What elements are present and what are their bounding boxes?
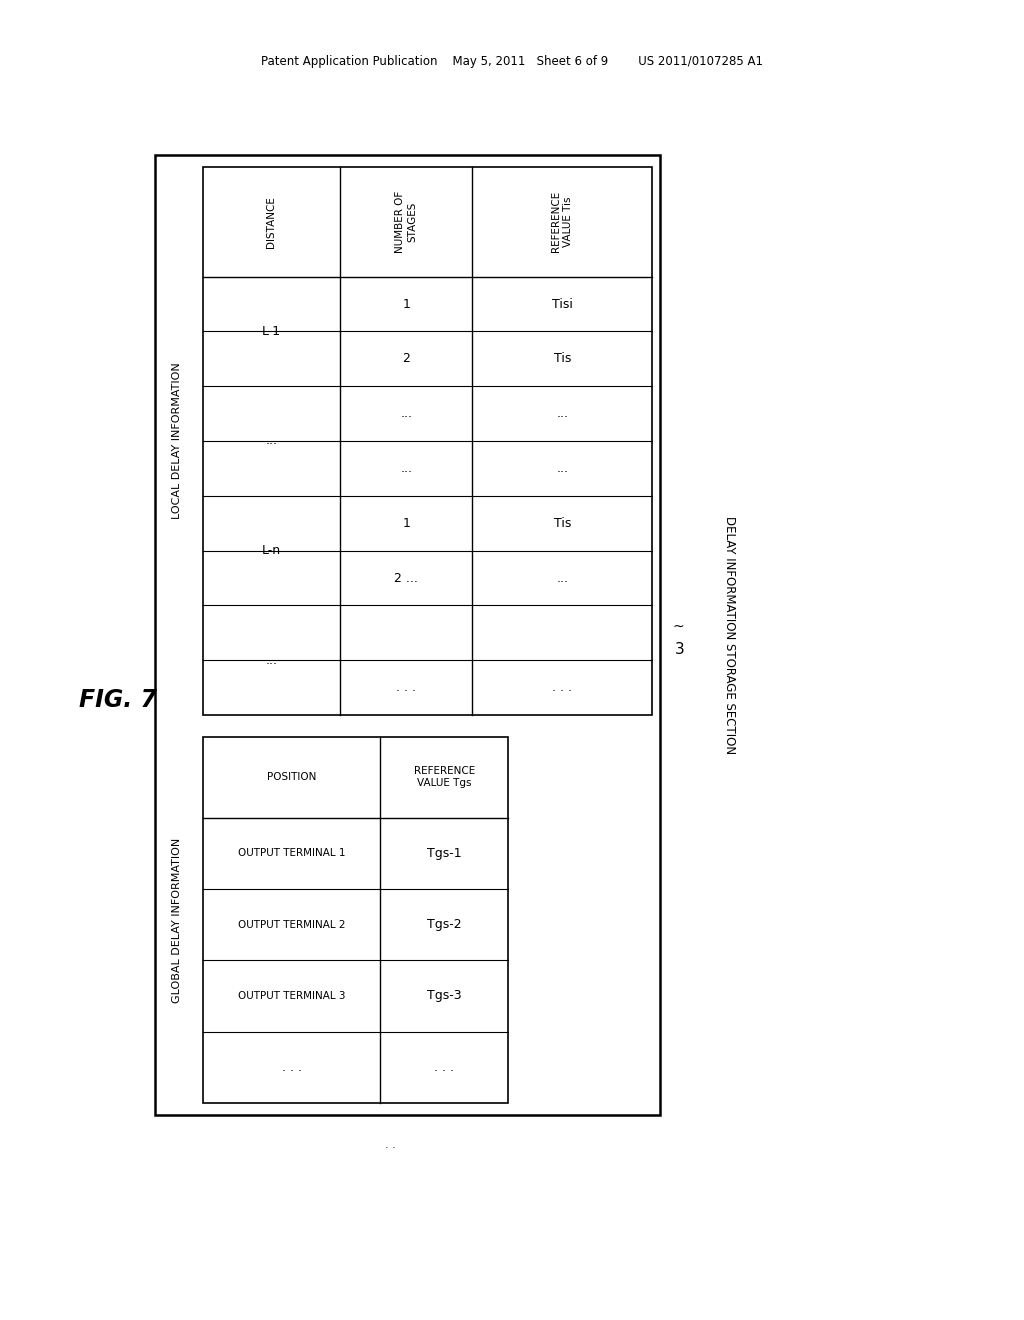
Text: OUTPUT TERMINAL 3: OUTPUT TERMINAL 3 [238,991,345,1001]
Text: Tgs-2: Tgs-2 [427,919,462,931]
Bar [155,154,660,1115]
Text: L-n: L-n [262,544,281,557]
Text: . . .: . . . [434,1061,455,1073]
Text: OUTPUT TERMINAL 1: OUTPUT TERMINAL 1 [238,849,345,858]
Text: GLOBAL DELAY INFORMATION: GLOBAL DELAY INFORMATION [172,837,182,1003]
Text: Tis: Tis [554,516,571,529]
Text: L-1: L-1 [262,325,281,338]
Text: 1: 1 [402,297,410,310]
Text: ...: ... [556,462,568,475]
Bar [203,168,652,715]
Text: Tis: Tis [554,352,571,366]
Text: ...: ... [556,407,568,420]
Text: . . .: . . . [396,681,416,694]
Text: . . .: . . . [552,681,572,694]
Text: Patent Application Publication    May 5, 2011   Sheet 6 of 9        US 2011/0107: Patent Application Publication May 5, 20… [261,55,763,69]
Text: NUMBER OF
STAGES: NUMBER OF STAGES [395,190,417,253]
Text: LOCAL DELAY INFORMATION: LOCAL DELAY INFORMATION [172,363,182,519]
Text: Tgs-1: Tgs-1 [427,846,462,859]
Text: FIG. 7: FIG. 7 [79,688,157,711]
Text: ...: ... [400,462,413,475]
Text: DELAY INFORMATION STORAGE SECTION: DELAY INFORMATION STORAGE SECTION [724,516,736,754]
Text: DISTANCE: DISTANCE [266,195,276,248]
Bar [203,737,508,1104]
Text: 2: 2 [402,352,410,366]
Text: ...: ... [265,434,278,447]
Text: ...: ... [265,653,278,667]
Text: 3: 3 [675,642,685,656]
Text: POSITION: POSITION [267,772,316,783]
Text: REFERENCE
VALUE Tis: REFERENCE VALUE Tis [551,191,573,252]
Text: ...: ... [400,407,413,420]
Text: ...: ... [556,572,568,585]
Text: REFERENCE
VALUE Tgs: REFERENCE VALUE Tgs [414,767,475,788]
Text: Tisi: Tisi [552,297,572,310]
Text: OUTPUT TERMINAL 2: OUTPUT TERMINAL 2 [238,920,345,929]
Text: . . .: . . . [282,1061,301,1073]
Text: 1: 1 [402,516,410,529]
Text: Tgs-3: Tgs-3 [427,990,462,1002]
Text: . .: . . [385,1140,395,1150]
Text: 2 ...: 2 ... [394,572,418,585]
Text: ~: ~ [672,620,684,634]
